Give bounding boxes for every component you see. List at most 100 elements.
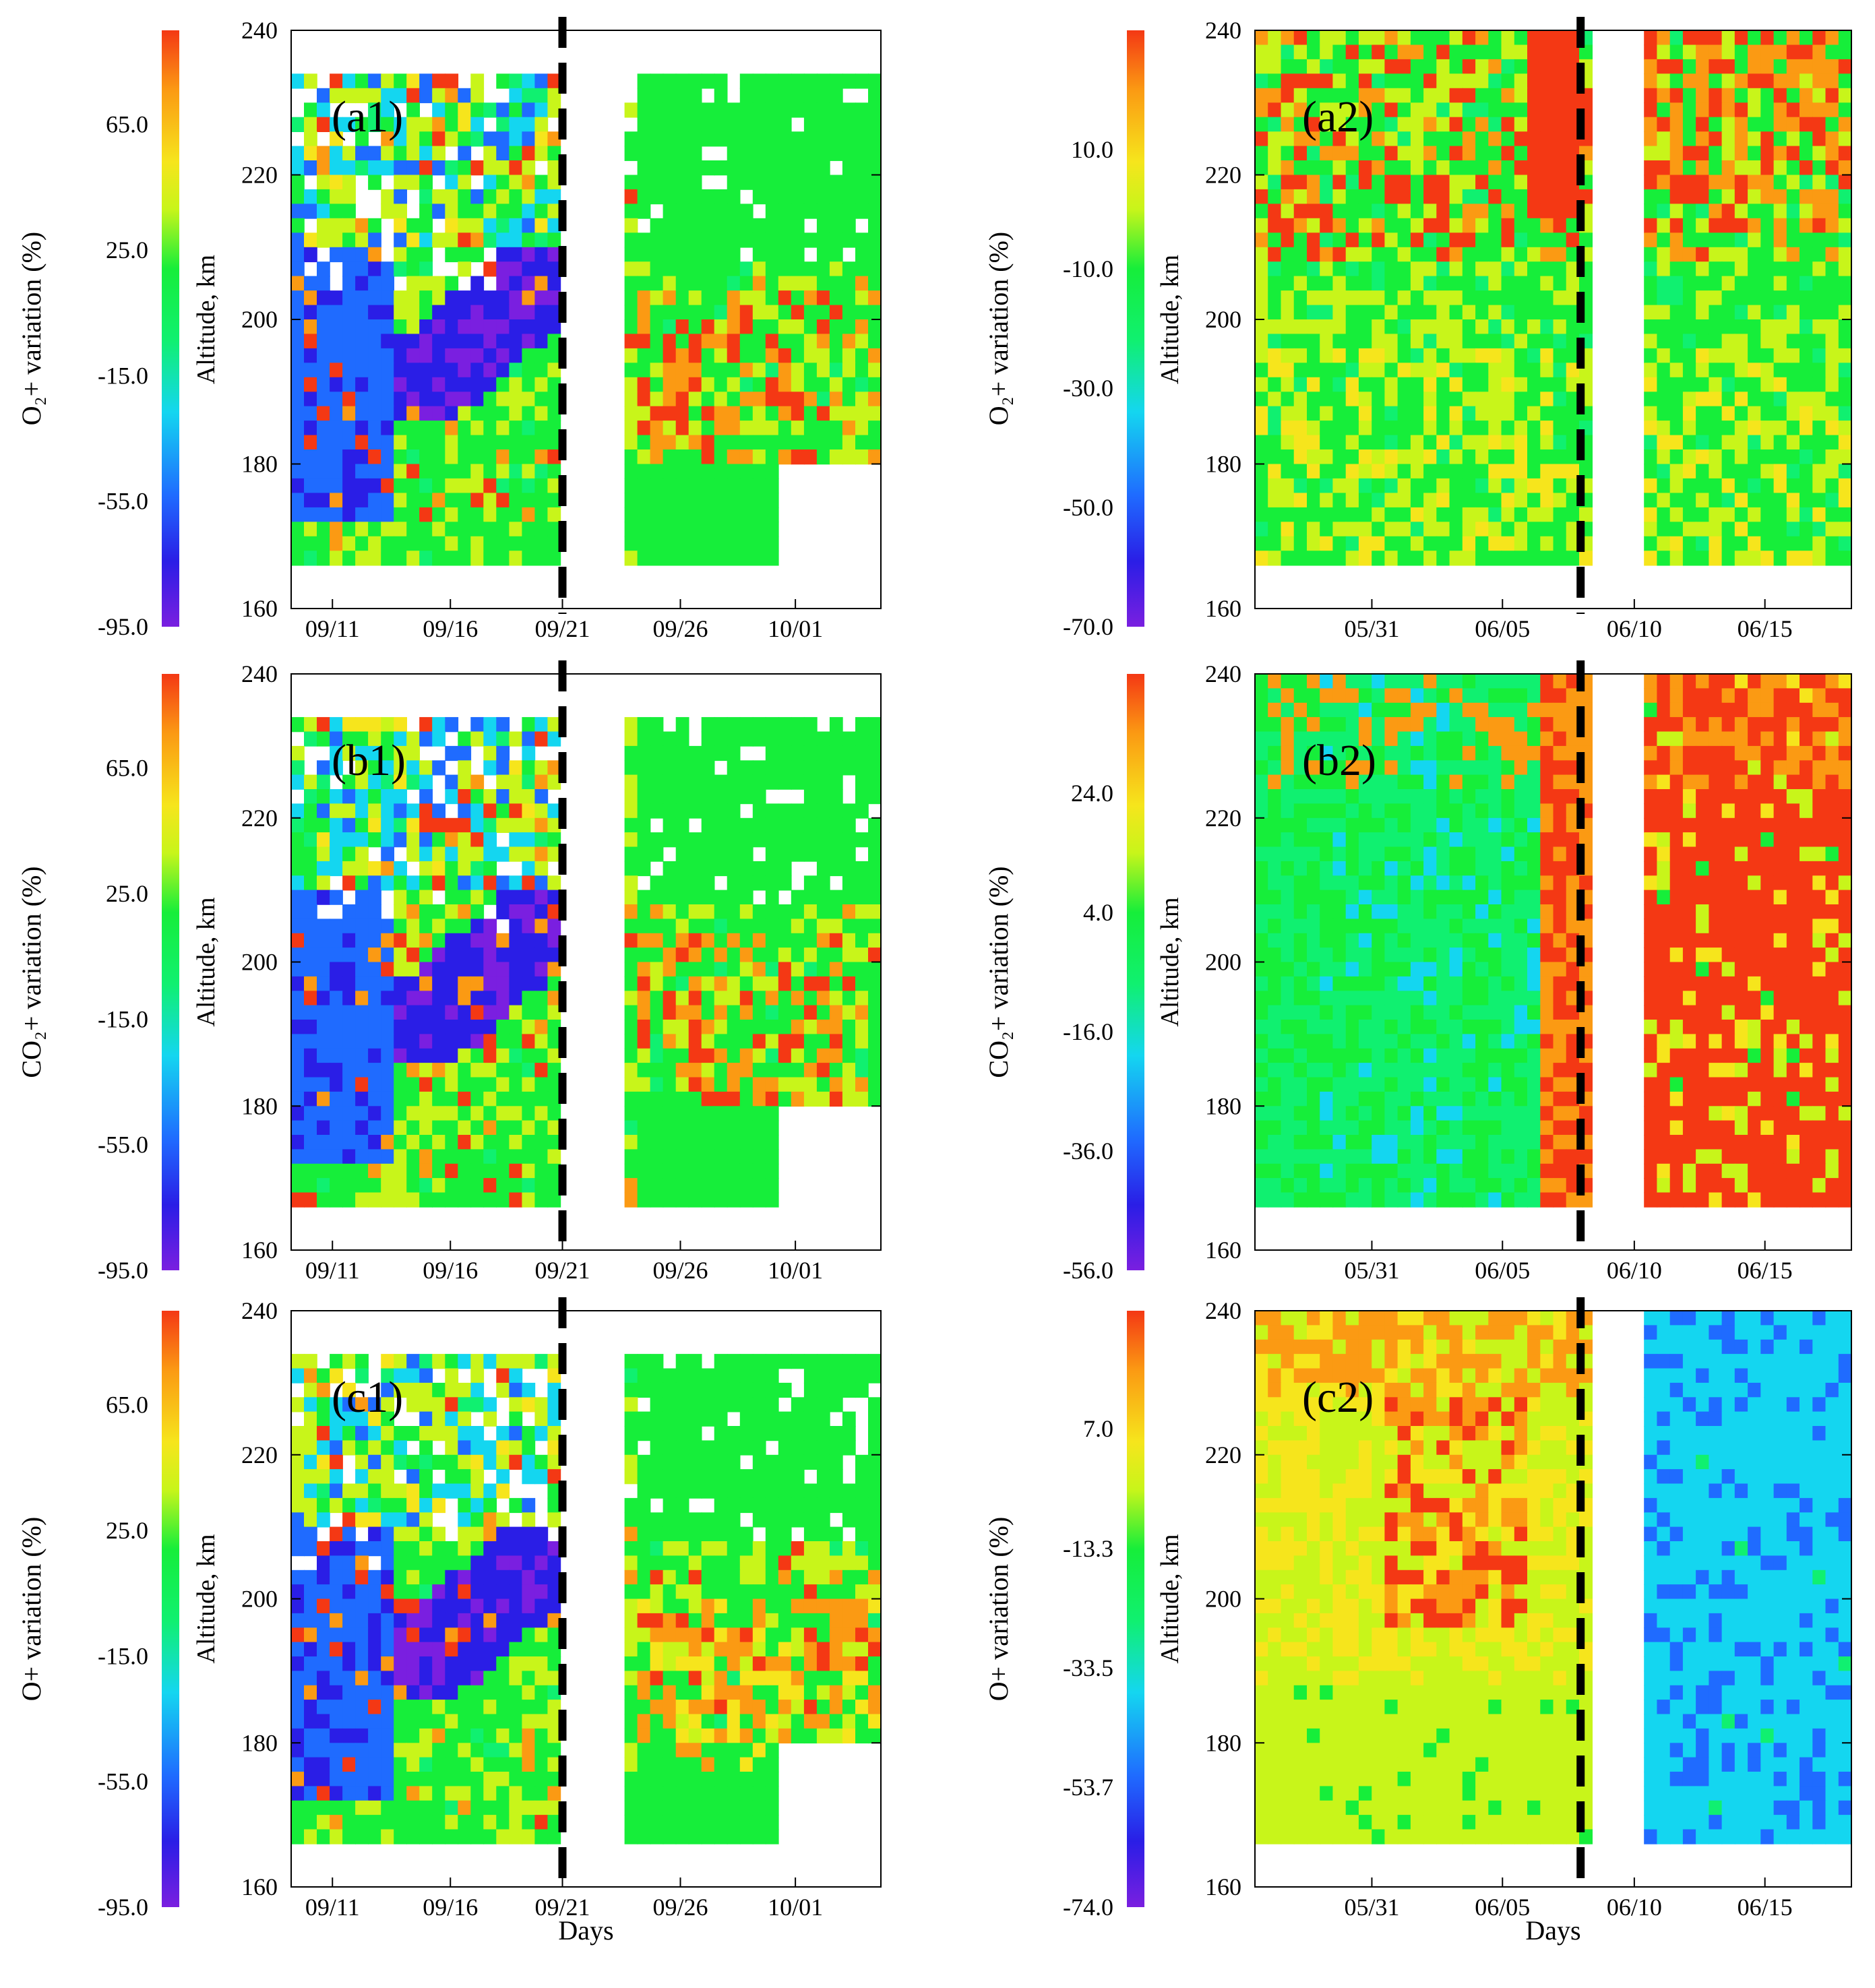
heatmap-cell <box>1320 745 1334 762</box>
heatmap-cell <box>1358 536 1372 552</box>
heatmap-cell <box>1527 146 1541 161</box>
heatmap-cell <box>509 991 523 1006</box>
heatmap-cell <box>496 73 510 89</box>
heatmap-cell <box>1786 478 1800 494</box>
heatmap-cell <box>1501 493 1515 508</box>
heatmap-cell <box>1345 334 1359 349</box>
heatmap-cell <box>547 421 561 436</box>
heatmap-cell <box>778 102 792 118</box>
heatmap-cell <box>522 73 536 89</box>
heatmap-cell <box>1449 30 1463 46</box>
heatmap-cell <box>701 276 715 291</box>
heatmap-cell <box>650 551 664 566</box>
heatmap-cell <box>1553 421 1567 436</box>
heatmap-cell <box>803 1005 818 1020</box>
heatmap-cell <box>1293 204 1308 219</box>
heatmap-cell <box>675 73 689 89</box>
heatmap-cell <box>752 731 766 747</box>
heatmap-cell <box>688 861 702 877</box>
heatmap-cell <box>1372 160 1386 176</box>
heatmap-cell <box>522 1135 536 1150</box>
heatmap-cell <box>791 449 805 465</box>
heatmap-cell <box>1773 789 1787 805</box>
heatmap-cell <box>419 522 433 537</box>
heatmap-cell <box>381 348 394 364</box>
heatmap-cell <box>829 962 843 977</box>
heatmap-cell <box>522 1077 536 1092</box>
heatmap-cell <box>1709 218 1723 234</box>
heatmap-cell <box>1696 774 1710 790</box>
heatmap-cell <box>765 551 779 566</box>
heatmap-cell <box>1372 493 1386 508</box>
heatmap-cell <box>355 976 369 992</box>
heatmap-cell <box>791 904 805 920</box>
heatmap-cell <box>714 991 728 1006</box>
heatmap-cell <box>1696 218 1710 234</box>
heatmap-cell <box>483 348 497 364</box>
heatmap-cell <box>291 1163 305 1179</box>
heatmap-cell <box>1332 117 1347 132</box>
heatmap-cell <box>355 1192 369 1208</box>
heatmap-cell <box>650 875 664 891</box>
heatmap-cell <box>1709 102 1723 118</box>
heatmap-cell <box>355 435 369 450</box>
heatmap-cell <box>1462 933 1476 948</box>
heatmap-cell <box>1760 218 1775 234</box>
heatmap-cell <box>1734 59 1748 75</box>
heatmap-cell <box>778 204 792 219</box>
heatmap-cell <box>1255 175 1268 190</box>
heatmap-cell <box>701 904 715 920</box>
heatmap-cell <box>1709 832 1723 848</box>
heatmap-cell <box>342 1149 356 1164</box>
heatmap-cell <box>739 817 754 833</box>
heatmap-cell <box>1449 933 1463 948</box>
heatmap-cell <box>509 846 523 862</box>
heatmap-cell <box>650 948 664 963</box>
heatmap-cell <box>868 904 882 920</box>
heatmap-cell <box>868 1034 882 1049</box>
heatmap-cell <box>317 536 330 552</box>
heatmap-cell <box>1527 861 1541 877</box>
heatmap-cell <box>816 363 830 378</box>
heatmap-cell <box>727 406 741 421</box>
heatmap-cell <box>778 449 792 465</box>
heatmap-cell <box>637 276 651 291</box>
heatmap-cell <box>1825 131 1839 147</box>
heatmap-cell <box>1838 904 1852 920</box>
heatmap-cell <box>1475 276 1489 291</box>
heatmap-cell <box>663 760 677 776</box>
heatmap-cell <box>842 832 856 848</box>
heatmap-cell <box>791 232 805 248</box>
heatmap-cell <box>1255 731 1268 747</box>
heatmap-cell <box>1657 933 1671 948</box>
heatmap-cell <box>637 73 651 89</box>
heatmap-cell <box>1320 435 1334 450</box>
heatmap-cell <box>624 803 638 819</box>
heatmap-cell <box>624 261 638 277</box>
heatmap-cell <box>1436 247 1450 263</box>
heatmap-cell <box>1488 846 1502 862</box>
heatmap-cell <box>1838 522 1852 537</box>
heatmap-cell <box>522 875 536 891</box>
heatmap-cell <box>727 1149 741 1164</box>
heatmap-cell <box>868 962 882 977</box>
heatmap-cell <box>1501 464 1515 479</box>
heatmap-cell <box>1682 493 1696 508</box>
heatmap-cell <box>1281 846 1295 862</box>
heatmap-cell <box>458 745 472 762</box>
heatmap-cell <box>330 861 343 877</box>
heatmap-cell <box>432 832 445 848</box>
heatmap-cell <box>842 421 856 436</box>
heatmap-cell <box>458 305 472 320</box>
heatmap-cell <box>816 933 830 948</box>
heatmap-cell <box>637 363 651 378</box>
heatmap-cell <box>739 551 754 566</box>
colorbar-title: O₂+ variation (%) <box>983 232 1014 426</box>
heatmap-cell <box>701 247 715 263</box>
heatmap-cell <box>368 1192 381 1208</box>
heatmap-cell <box>1436 789 1450 805</box>
heatmap-cell <box>1384 789 1398 805</box>
heatmap-cell <box>483 976 497 992</box>
heatmap-cell <box>727 146 741 161</box>
xtick-label: 06/15 <box>1738 615 1793 642</box>
